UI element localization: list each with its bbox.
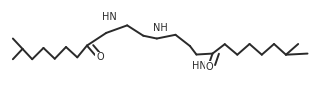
Text: O: O (205, 62, 213, 72)
Text: HN: HN (192, 61, 206, 71)
Text: HN: HN (102, 12, 117, 22)
Text: NH: NH (153, 23, 167, 33)
Text: O: O (96, 52, 104, 62)
